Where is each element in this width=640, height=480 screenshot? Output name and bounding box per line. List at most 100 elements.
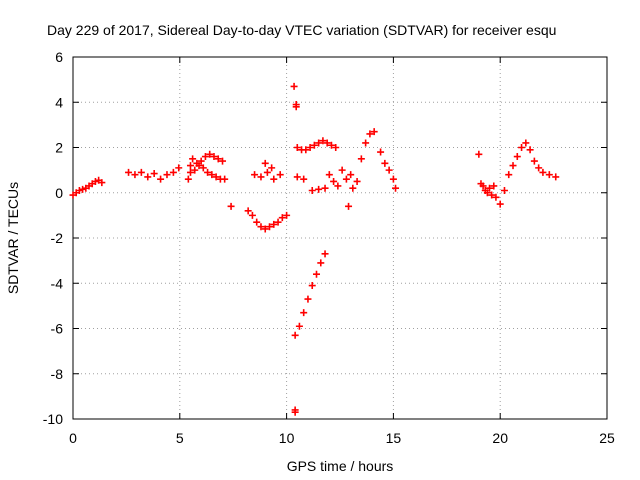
data-point	[342, 175, 350, 183]
data-point	[195, 162, 203, 170]
data-point	[325, 171, 333, 179]
data-point	[321, 250, 329, 258]
data-point	[257, 223, 265, 231]
data-point	[300, 309, 308, 317]
data-point	[293, 173, 301, 181]
x-axis: 0 5 10 15 20 25	[69, 57, 615, 446]
data-point	[191, 166, 199, 174]
data-point	[389, 175, 397, 183]
data-point	[481, 186, 489, 194]
data-point	[79, 185, 87, 193]
data-point	[276, 171, 284, 179]
y-tick-label: -10	[43, 411, 63, 427]
data-point	[208, 171, 216, 179]
data-point	[199, 164, 207, 172]
data-point	[500, 186, 508, 194]
data-point	[197, 157, 205, 165]
y-tick-label: -2	[51, 230, 64, 246]
data-point	[349, 184, 357, 192]
y-tick-label: 6	[55, 49, 63, 65]
data-point	[366, 130, 374, 138]
data-point	[268, 164, 276, 172]
data-point	[539, 168, 547, 176]
data-point	[125, 168, 133, 176]
data-point	[362, 139, 370, 147]
data-point	[253, 218, 261, 226]
data-point	[248, 211, 256, 219]
data-point	[261, 225, 269, 233]
data-point	[496, 200, 504, 208]
data-point	[157, 175, 165, 183]
data-point	[210, 153, 218, 161]
data-point	[327, 141, 335, 149]
data-point	[381, 159, 389, 167]
data-points	[69, 82, 560, 416]
data-point	[338, 166, 346, 174]
data-point	[251, 171, 259, 179]
data-point	[385, 166, 393, 174]
data-point	[291, 408, 299, 416]
data-point	[263, 168, 271, 176]
data-point	[530, 157, 538, 165]
data-point	[221, 175, 229, 183]
data-point	[330, 177, 338, 185]
data-point	[317, 259, 325, 267]
data-point	[302, 146, 310, 154]
data-point	[535, 164, 543, 172]
data-point	[186, 162, 194, 170]
y-tick-label: -6	[51, 321, 64, 337]
y-axis-title: SDTVAR / TECUs	[5, 182, 21, 294]
y-tick-label: 0	[55, 185, 63, 201]
data-point	[283, 211, 291, 219]
data-point	[552, 173, 560, 181]
data-point	[98, 179, 106, 187]
y-tick-label: 4	[55, 94, 63, 110]
data-point	[189, 155, 197, 163]
data-point	[137, 168, 145, 176]
x-axis-title: GPS time / hours	[287, 458, 394, 474]
data-point	[490, 182, 498, 190]
data-point	[163, 171, 171, 179]
data-point	[392, 184, 400, 192]
data-point	[319, 137, 327, 145]
data-point	[486, 184, 494, 192]
data-point	[323, 139, 331, 147]
data-point	[475, 150, 483, 158]
data-point	[315, 185, 323, 193]
data-point	[184, 175, 192, 183]
data-point	[522, 139, 530, 147]
y-axis: -10 -8 -6 -4 -2 0 2 4 6	[43, 49, 607, 427]
data-point	[75, 186, 83, 194]
data-point	[261, 159, 269, 167]
data-point	[308, 186, 316, 194]
data-point	[300, 175, 308, 183]
y-tick-label: -8	[51, 366, 64, 382]
data-point	[377, 148, 385, 156]
x-tick-label: 25	[599, 430, 615, 446]
data-point	[526, 146, 534, 154]
data-point	[513, 153, 521, 161]
data-point	[204, 168, 212, 176]
data-point	[310, 141, 318, 149]
data-point	[315, 139, 323, 147]
x-tick-label: 20	[492, 430, 508, 446]
data-point	[150, 170, 158, 178]
data-point	[353, 177, 361, 185]
data-point	[334, 182, 342, 190]
data-point	[175, 164, 183, 172]
data-point	[370, 128, 378, 136]
x-tick-label: 5	[176, 430, 184, 446]
data-point	[295, 322, 303, 330]
data-point	[186, 168, 194, 176]
data-point	[308, 282, 316, 290]
grid	[73, 57, 607, 419]
data-point	[131, 171, 139, 179]
data-point	[91, 177, 99, 185]
data-point	[293, 144, 301, 151]
data-point	[257, 173, 265, 181]
data-point	[244, 207, 252, 215]
data-point	[357, 155, 365, 163]
x-tick-label: 15	[386, 430, 402, 446]
data-point	[332, 144, 340, 151]
